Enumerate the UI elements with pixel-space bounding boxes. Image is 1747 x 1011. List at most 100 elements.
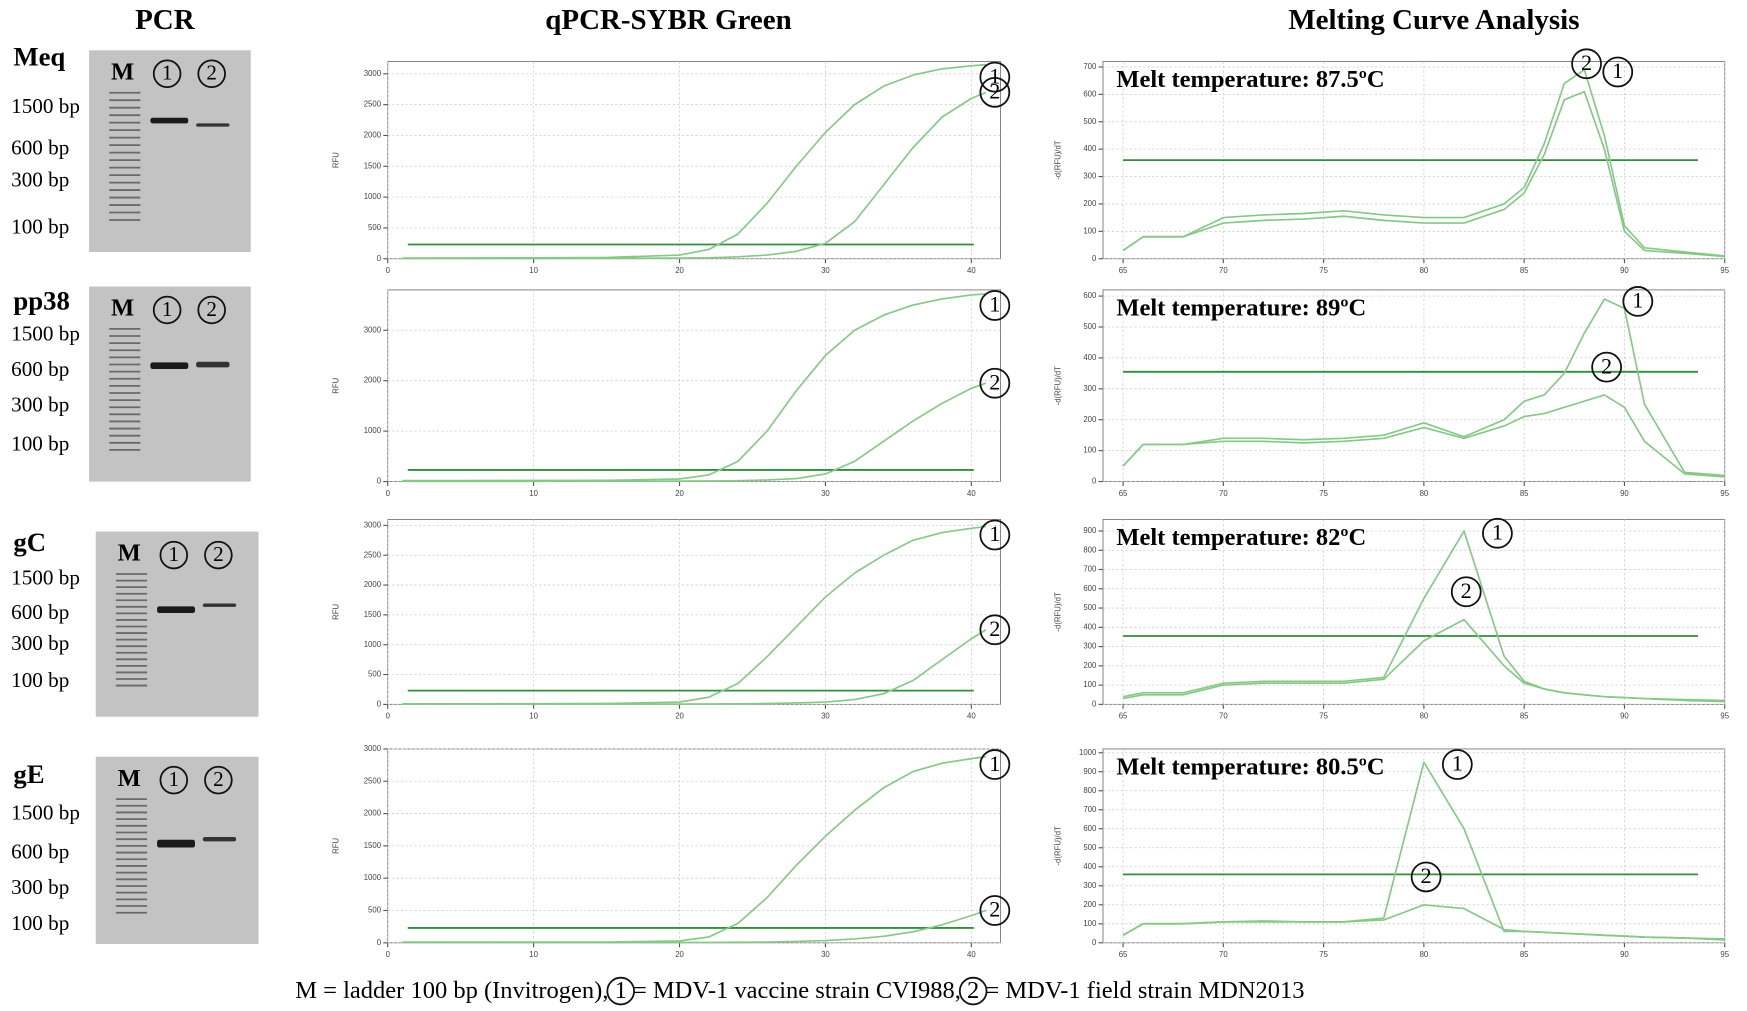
curve [1122, 298, 1725, 477]
x-tick-label: 0 [386, 266, 391, 275]
series-label: 2 [989, 79, 1000, 104]
ladder-label: 600 bp [11, 600, 69, 624]
x-tick-label: 65 [1119, 950, 1128, 959]
lane-label: 1 [169, 767, 180, 791]
x-tick-label: 90 [1620, 950, 1629, 959]
y-tick-label: 1000 [364, 640, 382, 649]
y-axis-label: -d(RFU)/dT [1054, 826, 1063, 866]
x-tick-label: 80 [1420, 950, 1429, 959]
series-label: 2 [989, 369, 1000, 394]
y-tick-label: 800 [1083, 545, 1097, 554]
y-tick-label: 100 [1083, 226, 1097, 235]
y-tick-label: 200 [1083, 900, 1097, 909]
y-tick-label: 400 [1083, 862, 1097, 871]
caption-key: 2 [967, 976, 979, 1003]
x-tick-label: 95 [1720, 712, 1729, 721]
ladder-label: 600 bp [11, 357, 69, 381]
y-axis-label: -d(RFU)/dT [1054, 366, 1063, 406]
key-circle [1602, 56, 1634, 88]
sample-band [150, 117, 189, 124]
caption-text: = MDV-1 field strain MDN2013 [979, 976, 1304, 1003]
x-tick-label: 30 [821, 950, 830, 959]
y-tick-label: 0 [1092, 254, 1097, 263]
y-tick-label: 400 [1083, 622, 1097, 631]
key-circle [1441, 749, 1473, 780]
ladder-label: 600 bp [11, 135, 69, 159]
ladder-label: 300 bp [11, 631, 69, 655]
y-tick-label: 100 [1083, 680, 1097, 689]
sample-band [202, 603, 237, 607]
gene-label: pp38 [13, 285, 69, 315]
y-tick-label: 1000 [364, 426, 382, 435]
lane-label: M [111, 58, 134, 85]
x-tick-label: 75 [1319, 489, 1328, 498]
annotation: Melt temperature: 89ºC [1116, 295, 1366, 322]
plot-area [387, 289, 1001, 482]
x-tick-label: 0 [386, 712, 391, 721]
x-tick-label: 40 [967, 950, 976, 959]
y-tick-label: 200 [1083, 415, 1097, 424]
plot-area [1102, 748, 1726, 944]
y-tick-label: 2000 [364, 376, 382, 385]
y-tick-label: 600 [1083, 291, 1097, 300]
annotation: Melt temperature: 80.5ºC [1116, 754, 1384, 781]
y-axis-label: -d(RFU)/dT [1054, 140, 1063, 180]
y-tick-label: 0 [1092, 699, 1097, 708]
ladder-label: 1500 bp [11, 94, 80, 118]
sample-band [202, 836, 237, 842]
melt-heading: Melting Curve Analysis [1288, 4, 1579, 36]
x-tick-label: 40 [967, 712, 976, 721]
y-tick-label: 2500 [364, 550, 382, 559]
y-axis-label: RFU [332, 838, 341, 854]
series-label: 1 [1632, 288, 1643, 313]
x-tick-label: 70 [1219, 266, 1228, 275]
key-circle [1591, 351, 1622, 383]
x-tick-label: 75 [1319, 950, 1328, 959]
annotation: Melt temperature: 82ºC [1116, 524, 1366, 551]
x-tick-label: 90 [1620, 712, 1629, 721]
x-tick-label: 20 [675, 489, 684, 498]
y-tick-label: 600 [1083, 89, 1097, 98]
ladder-label: 1500 bp [11, 321, 80, 345]
qpcr-heading: qPCR-SYBR Green [545, 4, 791, 36]
ladder-label: 100 bp [11, 214, 69, 238]
y-tick-label: 400 [1083, 353, 1097, 362]
lane-label: 2 [213, 767, 224, 791]
key-circle [979, 367, 1011, 399]
curve [402, 91, 987, 260]
x-tick-label: 0 [386, 950, 391, 959]
caption: M = ladder 100 bp (Invitrogen), 1 = MDV-… [295, 976, 1304, 1003]
series-label: 2 [1581, 50, 1592, 75]
sample-band [157, 606, 195, 614]
y-tick-label: 0 [377, 477, 382, 486]
key-circle [197, 59, 226, 89]
y-tick-label: 1000 [364, 873, 382, 882]
key-circle [159, 765, 189, 795]
curve [402, 382, 987, 483]
ladder-label: 300 bp [11, 875, 69, 899]
y-tick-label: 300 [1083, 642, 1097, 651]
gene-label: Meq [13, 41, 65, 71]
series-label: 1 [1452, 751, 1463, 776]
y-tick-label: 3000 [364, 325, 382, 334]
key-circle [204, 540, 233, 570]
series-label: 2 [1421, 863, 1432, 888]
key-circle [159, 540, 189, 570]
sample-band [157, 839, 195, 848]
y-tick-label: 500 [368, 670, 382, 679]
series-label: 1 [989, 63, 1000, 88]
plot-area [387, 518, 1001, 705]
series-label: 2 [989, 616, 1000, 641]
x-tick-label: 30 [821, 266, 830, 275]
lane-label: 2 [213, 542, 224, 566]
series-label: 1 [1492, 519, 1503, 544]
y-tick-label: 0 [1092, 477, 1097, 486]
curve [1122, 394, 1725, 478]
key-circle [979, 61, 1011, 93]
ladder-label: 100 bp [11, 432, 69, 456]
curve [1122, 903, 1725, 941]
caption-text: = MDV-1 vaccine strain CVI988, [627, 976, 967, 1003]
x-tick-label: 85 [1520, 489, 1529, 498]
lane-label: M [118, 540, 141, 567]
curve [1122, 618, 1725, 703]
